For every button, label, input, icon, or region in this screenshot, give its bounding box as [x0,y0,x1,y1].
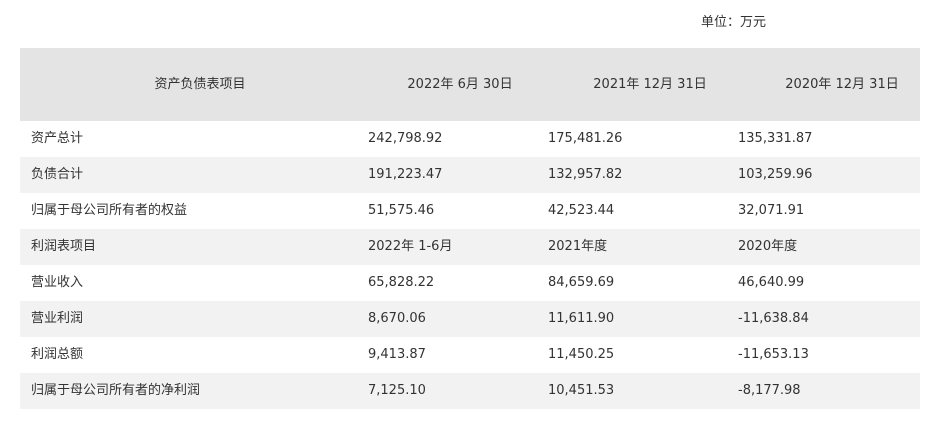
row-value-col1: 9,413.87 [368,347,426,362]
row-value-col1: 8,670.06 [368,311,426,326]
row-value-col1: 191,223.47 [368,167,443,182]
row-value-col2: 10,451.53 [548,383,615,398]
row-value-col1: 242,798.92 [368,131,443,146]
header-cell-2020-12-31: 2020年 12月 31日 [785,77,899,92]
row-value-col2: 175,481.26 [548,131,623,146]
header-cell-2021-12-31: 2021年 12月 31日 [593,77,707,92]
table-row: 营业利润 8,670.06 11,611.90 -11,638.84 [20,301,920,337]
row-label: 归属于母公司所有者的净利润 [31,383,201,398]
header-cell-item: 资产负债表项目 [154,77,246,92]
row-label: 营业利润 [31,311,84,326]
table-header-row: 资产负债表项目 2022年 6月 30日 2021年 12月 31日 2020年… [20,48,920,121]
table-row: 营业收入 65,828.22 84,659.69 46,640.99 [20,265,920,301]
unit-label: 单位：万元 [701,15,767,30]
row-value-col2: 11,611.90 [548,311,615,326]
table-row: 利润总额 9,413.87 11,450.25 -11,653.13 [20,337,920,373]
row-value-col3: 32,071.91 [738,203,805,218]
row-label: 负债合计 [31,167,84,182]
table-row: 归属于母公司所有者的权益 51,575.46 42,523.44 32,071.… [20,193,920,229]
row-label: 利润表项目 [31,239,97,254]
table-row: 负债合计 191,223.47 132,957.82 103,259.96 [20,157,920,193]
row-label: 归属于母公司所有者的权益 [31,203,188,218]
row-value-col2: 132,957.82 [548,167,623,182]
row-value-col3: -11,653.13 [738,347,809,362]
row-value-col3: 2020年度 [738,239,798,254]
table-row: 利润表项目 2022年 1-6月 2021年度 2020年度 [20,229,920,265]
row-value-col1: 51,575.46 [368,203,435,218]
row-value-col2: 2021年度 [548,239,608,254]
row-value-col2: 42,523.44 [548,203,615,218]
row-value-col1: 2022年 1-6月 [368,239,453,254]
row-value-col3: -8,177.98 [738,383,801,398]
row-value-col3: 135,331.87 [738,131,813,146]
row-value-col3: 46,640.99 [738,275,805,290]
row-value-col3: 103,259.96 [738,167,813,182]
row-label: 营业收入 [31,275,84,290]
row-label: 利润总额 [31,347,84,362]
table-row: 资产总计 242,798.92 175,481.26 135,331.87 [20,121,920,157]
row-value-col3: -11,638.84 [738,311,809,326]
row-label: 资产总计 [31,131,84,146]
row-value-col1: 65,828.22 [368,275,435,290]
row-value-col2: 11,450.25 [548,347,615,362]
table-row: 归属于母公司所有者的净利润 7,125.10 10,451.53 -8,177.… [20,373,920,409]
row-value-col2: 84,659.69 [548,275,615,290]
financial-table: 资产负债表项目 2022年 6月 30日 2021年 12月 31日 2020年… [20,48,920,409]
header-cell-2022-06-30: 2022年 6月 30日 [407,77,513,92]
row-value-col1: 7,125.10 [368,383,426,398]
